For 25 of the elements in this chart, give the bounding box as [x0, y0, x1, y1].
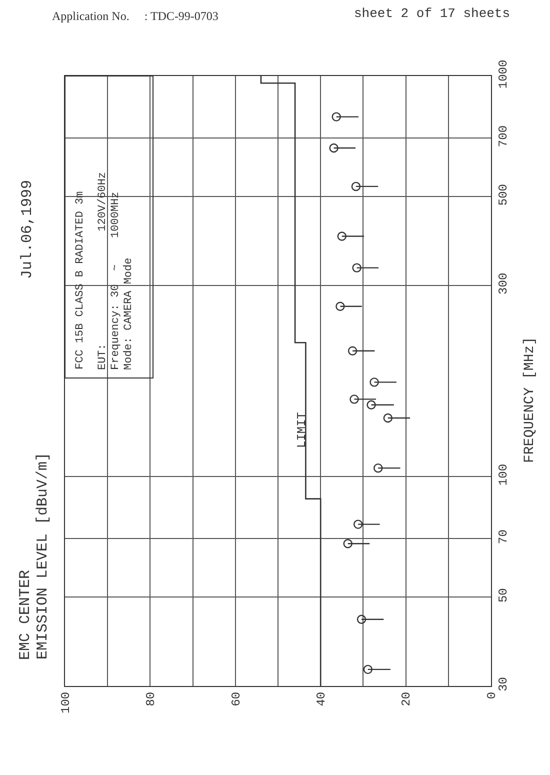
x-tick-label: 0 — [484, 692, 499, 700]
annotation: FCC 15B CLASS B RADIATED 3m — [74, 190, 86, 370]
y-tick-label: 500 — [496, 184, 510, 206]
y-tick-label: 1000 — [496, 60, 510, 89]
text: EMC CENTER — [17, 570, 34, 660]
text: Jul.06,1999 — [19, 180, 36, 279]
y-tick-label: 30 — [496, 676, 510, 692]
y-tick-label: 70 — [496, 530, 510, 544]
y-tick-label: 300 — [496, 272, 510, 294]
text: EMISSION LEVEL [dBuV/m] — [34, 452, 52, 660]
text: Application No. : TDC-99-0703 — [52, 9, 218, 23]
annotation: LIMIT — [295, 412, 309, 448]
y-tick-label: 50 — [496, 588, 510, 603]
text: sheet 2 of 17 sheets — [354, 6, 510, 21]
annotation: Frequency: 30 ~ 1000MHz — [110, 192, 122, 370]
x-tick-label: 40 — [314, 692, 328, 706]
y-tick-label: 700 — [496, 125, 510, 148]
y-tick-label: 100 — [496, 464, 510, 486]
x-tick-label: 80 — [144, 692, 158, 706]
x-tick-label: 100 — [58, 692, 73, 714]
y-axis-title: FREQUENCY [MHz] — [522, 336, 538, 463]
annotation: Mode: CAMERA Mode — [123, 258, 135, 370]
x-tick-label: 20 — [400, 692, 414, 706]
annotation: EUT: 120V/60Hz — [97, 172, 109, 370]
x-tick-label: 60 — [229, 692, 244, 706]
